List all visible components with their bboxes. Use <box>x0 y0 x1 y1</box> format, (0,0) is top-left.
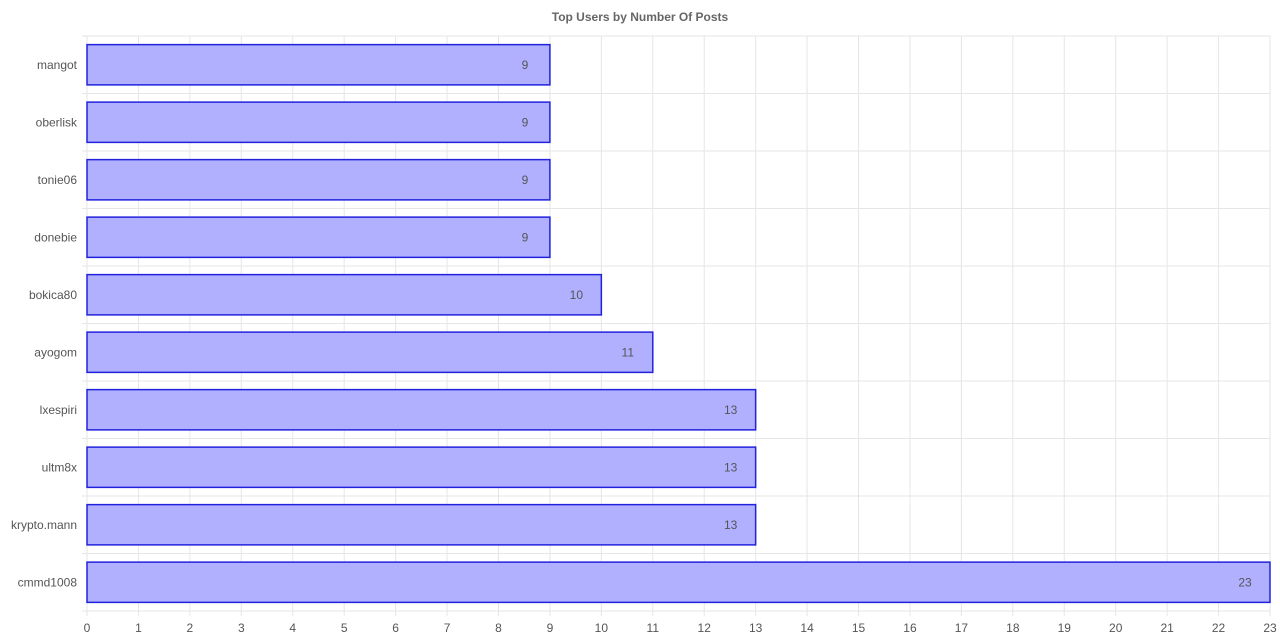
x-tick-label: 22 <box>1212 621 1226 635</box>
category-label: ayogom <box>34 345 77 359</box>
x-tick-label: 23 <box>1263 621 1277 635</box>
x-tick-label: 17 <box>955 621 969 635</box>
x-tick-label: 19 <box>1058 621 1072 635</box>
chart-title: Top Users by Number Of Posts <box>551 10 729 24</box>
x-tick-label: 8 <box>495 621 502 635</box>
category-label: oberlisk <box>36 115 78 129</box>
x-tick-label: 1 <box>135 621 142 635</box>
x-tick-label: 16 <box>903 621 917 635</box>
x-tick-label: 2 <box>187 621 194 635</box>
bar-value-label: 9 <box>522 173 529 187</box>
bar <box>86 43 551 86</box>
x-tick-label: 0 <box>84 621 91 635</box>
x-tick-label: 13 <box>749 621 763 635</box>
x-tick-label: 5 <box>341 621 348 635</box>
labels-layer: 0 1 2 3 4 5 6 7 8 9 10 11 12 13 14 15 16 17 18 19 20 21 22 23ma… <box>11 58 1277 635</box>
category-label: bokica80 <box>29 288 77 302</box>
bar <box>86 503 757 546</box>
x-tick-label: 15 <box>852 621 866 635</box>
bar <box>86 388 757 431</box>
category-label: donebie <box>34 230 77 244</box>
bar-value-label: 13 <box>724 460 738 474</box>
x-tick-label: 6 <box>392 621 399 635</box>
x-tick-label: 4 <box>289 621 296 635</box>
bar-value-label: 9 <box>522 58 529 72</box>
x-tick-label: 12 <box>698 621 712 635</box>
category-label: mangot <box>37 58 78 72</box>
bar-value-label: 23 <box>1238 575 1252 589</box>
bar-value-label: 10 <box>570 288 584 302</box>
x-tick-label: 14 <box>800 621 814 635</box>
bar-value-label: 13 <box>724 518 738 532</box>
x-tick-label: 21 <box>1160 621 1174 635</box>
bar-value-label: 13 <box>724 403 738 417</box>
bar <box>86 446 757 489</box>
bar <box>86 273 603 316</box>
x-tick-label: 7 <box>444 621 451 635</box>
bar-value-label: 11 <box>622 345 635 359</box>
x-tick-label: 3 <box>238 621 245 635</box>
category-label: cmmd1008 <box>18 575 78 589</box>
x-tick-label: 18 <box>1006 621 1020 635</box>
category-label: krypto.mann <box>11 518 77 532</box>
category-label: lxespiri <box>40 403 77 417</box>
x-tick-label: 9 <box>547 621 554 635</box>
bar <box>86 216 551 259</box>
bar <box>86 158 551 201</box>
x-tick-label: 11 <box>647 621 660 635</box>
x-tick-label: 10 <box>595 621 609 635</box>
x-tick-label: 20 <box>1109 621 1123 635</box>
bar <box>86 561 1271 604</box>
bar <box>86 101 551 144</box>
bars-layer <box>86 43 1271 604</box>
bar-value-label: 9 <box>522 115 529 129</box>
category-label: ultm8x <box>42 460 77 474</box>
category-label: tonie06 <box>38 173 78 187</box>
bar <box>86 331 654 374</box>
bar-value-label: 9 <box>522 230 529 244</box>
